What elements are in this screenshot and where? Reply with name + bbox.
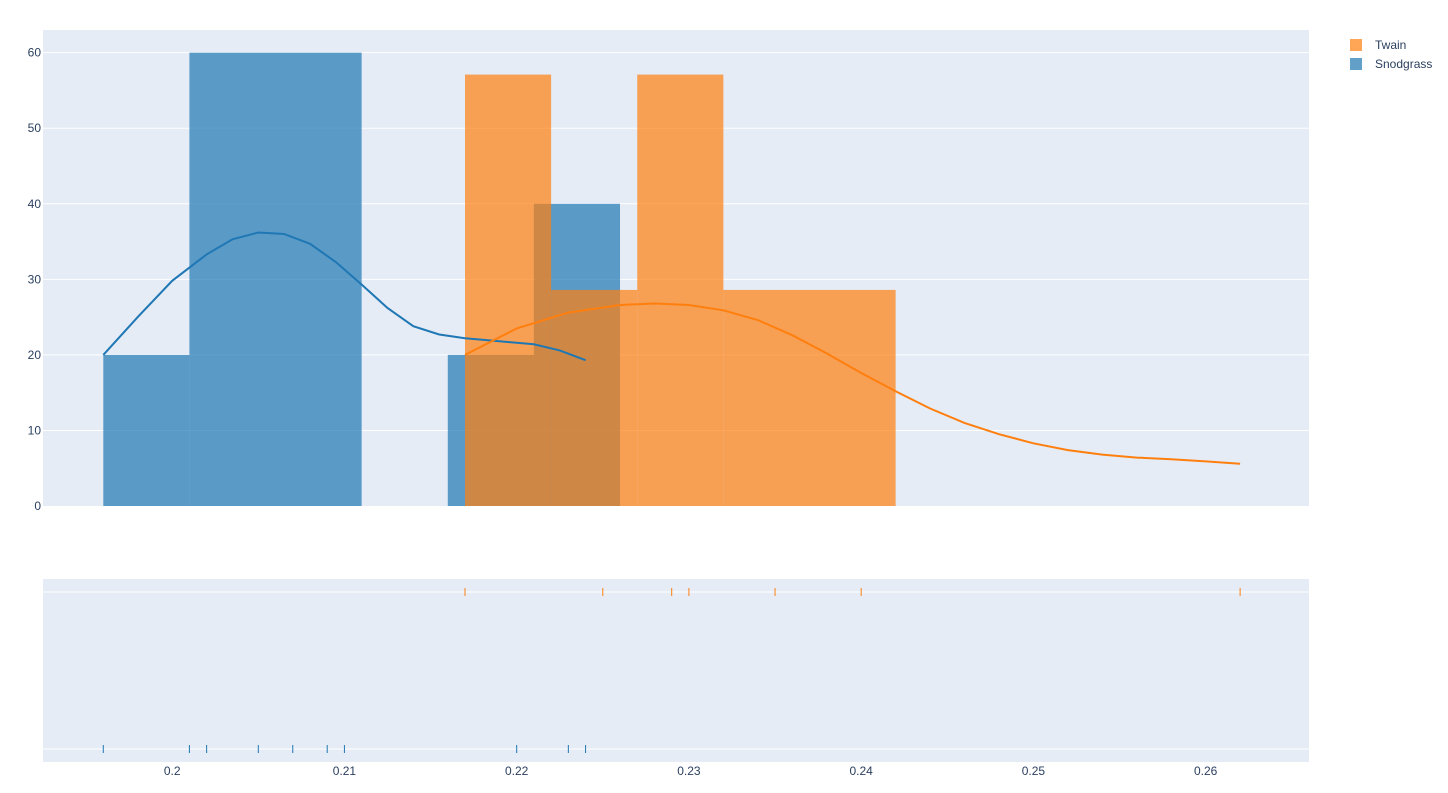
x-tick-label: 0.2 (164, 764, 181, 778)
y-tick-label: 20 (28, 348, 42, 362)
twain-kde-line (464, 302, 1241, 465)
rug-plot-background (43, 579, 1309, 762)
main-plot: 0 10 20 30 40 50 60 (28, 30, 1309, 513)
legend: Twain Snodgrass (1350, 38, 1432, 71)
x-tick-label: 0.24 (849, 764, 873, 778)
legend-label-snodgrass: Snodgrass (1375, 57, 1432, 71)
x-tick-label: 0.25 (1022, 764, 1046, 778)
y-axis: 0 10 20 30 40 50 60 (28, 46, 42, 513)
twain-bar (465, 74, 552, 507)
y-tick-label: 50 (28, 121, 42, 135)
legend-item-twain: Twain (1350, 38, 1406, 52)
twain-bar (551, 289, 638, 506)
legend-swatch-snodgrass (1350, 58, 1362, 70)
x-axis: 0.2 0.21 0.22 0.23 0.24 0.25 0.26 (164, 764, 1218, 778)
y-tick-label: 40 (28, 197, 42, 211)
legend-label-twain: Twain (1375, 38, 1406, 52)
twain-bar (723, 289, 896, 506)
kde-curves (102, 231, 1241, 465)
y-tick-label: 30 (28, 272, 42, 286)
y-tick-label: 10 (28, 423, 42, 437)
legend-item-snodgrass: Snodgrass (1350, 57, 1432, 71)
x-tick-label: 0.23 (677, 764, 701, 778)
snodgrass-bar (103, 354, 190, 506)
x-tick-label: 0.21 (333, 764, 357, 778)
rug-marks (102, 588, 1241, 753)
y-tick-label: 0 (34, 499, 41, 513)
x-tick-label: 0.26 (1194, 764, 1218, 778)
legend-swatch-twain (1350, 39, 1362, 51)
snodgrass-kde-line (102, 231, 586, 362)
twain-bars (465, 74, 896, 507)
snodgrass-bar (189, 52, 362, 507)
twain-bar (637, 74, 724, 507)
rug-plot: 0.2 0.21 0.22 0.23 0.24 0.25 0.26 (43, 579, 1309, 778)
x-tick-label: 0.22 (505, 764, 529, 778)
y-tick-label: 60 (28, 46, 42, 60)
